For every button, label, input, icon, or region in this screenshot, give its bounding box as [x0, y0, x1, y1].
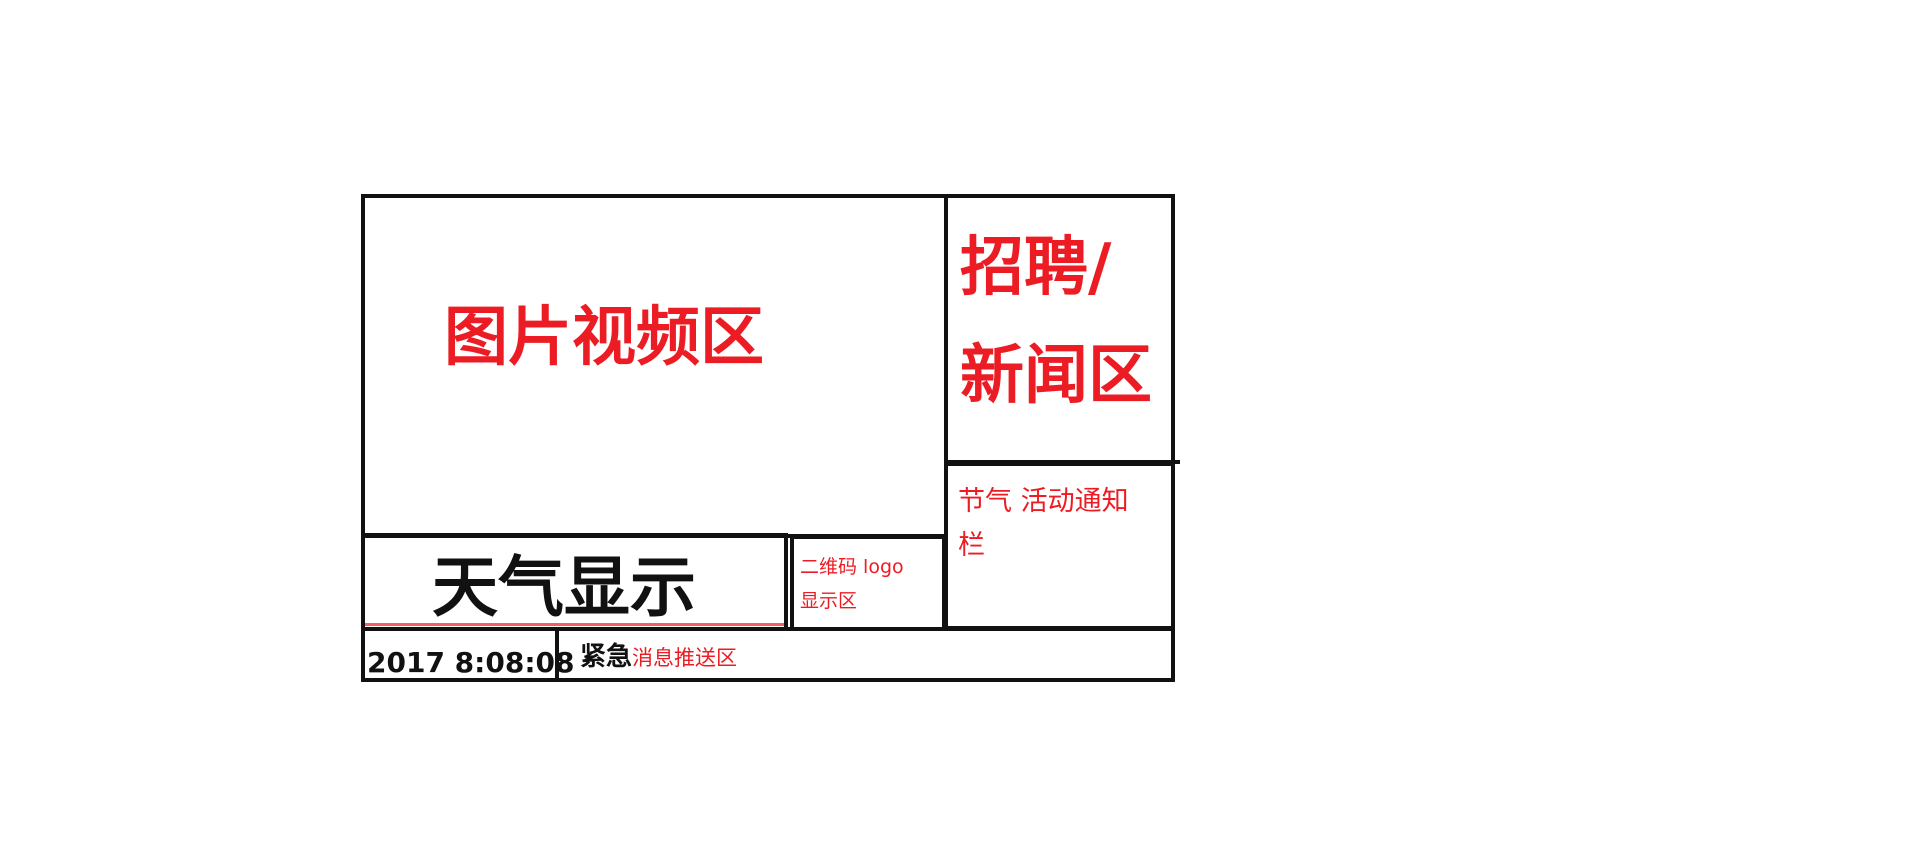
news-region-label-line1: 招聘/ [960, 231, 1112, 305]
qrcode-region [790, 535, 946, 631]
datetime-value: 2017 8:08:08 [367, 646, 575, 679]
weather-region-label: 天气显示 [432, 549, 696, 626]
media-region-label: 图片视频区 [444, 301, 764, 375]
weather-region-red-underline [365, 623, 784, 626]
alert-region [555, 627, 1175, 682]
notice-region-label-line2: 栏 [958, 530, 985, 561]
qrcode-region-label-line1: 二维码 logo [800, 556, 904, 578]
alert-label-prefix: 紧急 [580, 642, 633, 672]
notice-region-label-line1: 节气 活动通知 [958, 486, 1129, 517]
qrcode-region-label-line2: 显示区 [800, 590, 858, 612]
alert-label-suffix: 消息推送区 [632, 646, 737, 670]
news-region-label-line2: 新闻区 [960, 339, 1152, 413]
